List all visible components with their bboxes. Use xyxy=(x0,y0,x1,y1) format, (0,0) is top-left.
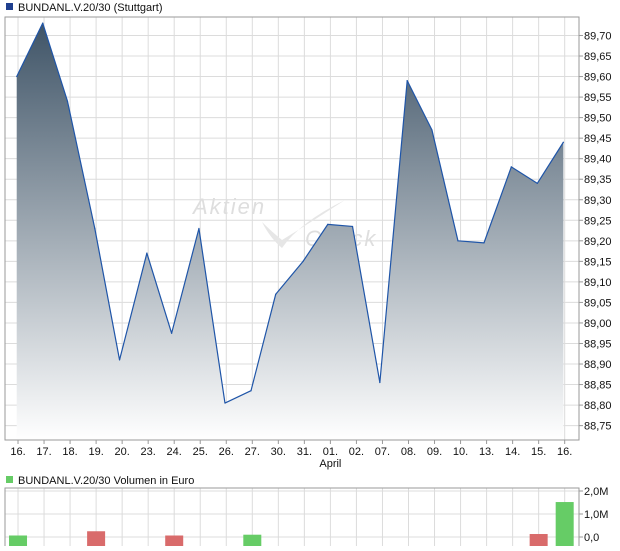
price-x-tick-label: 14. xyxy=(505,446,520,458)
volume-bar xyxy=(87,531,106,546)
price-y-tick-label: 89,50 xyxy=(584,113,612,125)
price-x-tick-label: 10. xyxy=(453,446,468,458)
volume-bar xyxy=(9,535,28,546)
price-x-tick-label: 09. xyxy=(427,446,442,458)
volume-y-tick-label: 1,0M xyxy=(584,509,608,521)
price-y-tick-label: 88,95 xyxy=(584,338,612,350)
price-point xyxy=(171,332,173,334)
price-x-axis: 16. 17. 18. 19. 20. 23. 24. 25. 26. 27. 30. 31. 01. 0… xyxy=(10,440,572,470)
price-y-tick-label: 88,80 xyxy=(584,400,612,412)
price-x-tick-label: 18. xyxy=(62,446,77,458)
price-y-tick-label: 89,00 xyxy=(584,318,612,330)
price-y-tick-label: 89,40 xyxy=(584,154,612,166)
price-x-tick-label: 30. xyxy=(271,446,286,458)
price-y-tick-label: 88,85 xyxy=(584,380,612,392)
price-point xyxy=(250,390,252,392)
price-y-tick-label: 89,65 xyxy=(584,51,612,63)
price-x-tick-label: 17. xyxy=(36,446,51,458)
price-area-fill xyxy=(16,23,564,440)
price-x-tick-label: 31. xyxy=(297,446,312,458)
price-point xyxy=(351,225,354,228)
price-y-tick-label: 89,05 xyxy=(584,297,612,309)
price-point xyxy=(146,252,148,254)
price-x-tick-label: 20. xyxy=(114,446,129,458)
price-x-tick-label: 23. xyxy=(141,446,156,458)
volume-legend: BUNDANL.V.20/30 Volumen in Euro xyxy=(18,475,194,487)
price-x-tick-label: 02. xyxy=(349,446,364,458)
volume-y-tick-label: 0,0 xyxy=(584,532,599,544)
price-point xyxy=(118,359,121,361)
price-x-tick-label: 24. xyxy=(167,446,182,458)
price-x-tick-label: 16. xyxy=(557,446,572,458)
watermark-word-1: Aktien xyxy=(191,194,266,219)
price-point xyxy=(16,75,18,78)
price-point xyxy=(275,293,277,295)
volume-y-axis: 0,0 1,0M 2,0M xyxy=(579,486,608,544)
volume-bar xyxy=(529,534,548,546)
price-point xyxy=(94,227,96,230)
volume-bar xyxy=(243,534,262,546)
price-point xyxy=(327,223,329,225)
price-point xyxy=(562,141,564,143)
price-point xyxy=(536,182,538,184)
price-point xyxy=(406,80,408,82)
price-x-tick-label: 26. xyxy=(219,446,234,458)
price-line xyxy=(16,22,564,404)
month-label: April xyxy=(319,458,341,470)
price-x-tick-label: 07. xyxy=(375,446,390,458)
price-x-tick-label: 19. xyxy=(88,446,103,458)
price-y-tick-label: 89,20 xyxy=(584,236,612,248)
price-y-tick-label: 89,10 xyxy=(584,277,612,289)
price-x-tick-label: 16. xyxy=(10,446,25,458)
price-x-tick-label: 27. xyxy=(245,446,260,458)
price-point xyxy=(431,129,433,131)
price-y-tick-label: 89,15 xyxy=(584,256,612,268)
price-point xyxy=(483,242,485,244)
price-y-tick-label: 89,55 xyxy=(584,92,612,104)
price-y-tick-label: 89,25 xyxy=(584,215,612,227)
price-point xyxy=(302,260,304,262)
price-x-tick-label: 25. xyxy=(193,446,208,458)
price-y-tick-label: 89,30 xyxy=(584,195,612,207)
price-y-tick-label: 89,45 xyxy=(584,133,612,145)
price-point xyxy=(379,381,381,384)
price-x-tick-label: 13. xyxy=(479,446,494,458)
price-y-tick-label: 89,35 xyxy=(584,174,612,186)
price-x-tick-label: 01. xyxy=(323,446,338,458)
price-x-tick-label: 08. xyxy=(401,446,416,458)
volume-bars xyxy=(9,502,574,546)
price-y-tick-label: 89,70 xyxy=(584,30,612,42)
price-y-tick-label: 88,90 xyxy=(584,359,612,371)
watermark-check-icon xyxy=(262,200,345,248)
price-y-tick-label: 88,75 xyxy=(584,421,612,433)
price-series xyxy=(16,22,564,440)
volume-y-tick-label: 2,0M xyxy=(584,486,608,498)
volume-bar xyxy=(165,535,184,546)
price-point xyxy=(224,402,226,404)
price-y-tick-label: 89,60 xyxy=(584,72,612,84)
volume-bar xyxy=(555,502,574,546)
price-point xyxy=(66,100,69,102)
price-plot-border xyxy=(4,16,580,441)
price-point xyxy=(510,166,512,168)
price-legend-swatch xyxy=(6,3,13,10)
price-x-tick-label: 15. xyxy=(531,446,546,458)
price-point xyxy=(457,240,459,242)
price-legend: BUNDANL.V.20/30 (Stuttgart) xyxy=(18,2,163,14)
price-point xyxy=(42,22,44,24)
price-y-axis: 88,75 88,80 88,85 88,90 88,95 89,00 89,05 89,10… xyxy=(579,30,612,433)
price-point xyxy=(198,227,200,230)
volume-legend-swatch xyxy=(6,476,13,483)
